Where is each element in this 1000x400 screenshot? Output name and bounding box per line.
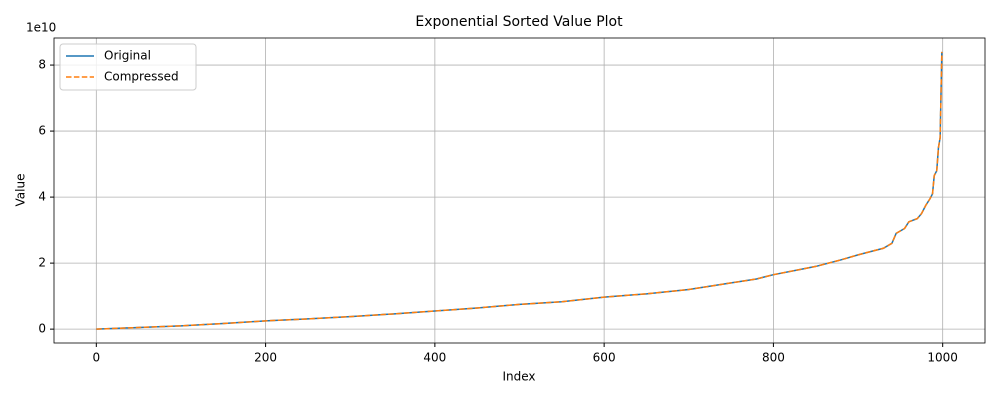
x-tick-label: 0 (92, 351, 100, 365)
legend-label: Compressed (104, 70, 179, 84)
x-tick-label: 1000 (927, 351, 958, 365)
chart-title: Exponential Sorted Value Plot (415, 14, 623, 30)
x-tick-label: 800 (762, 351, 785, 365)
y-axis-label: Value (14, 174, 28, 207)
legend-label: Original (104, 49, 151, 63)
x-axis-label: Index (502, 370, 535, 384)
x-tick-label: 200 (254, 351, 277, 365)
y-tick-label: 4 (38, 190, 46, 204)
y-tick-label: 0 (38, 322, 46, 336)
data-line (96, 51, 943, 330)
y-tick-label: 8 (38, 58, 46, 72)
x-tick-label: 400 (423, 351, 446, 365)
y-offset-label: 1e10 (26, 21, 56, 35)
plot-frame (53, 37, 986, 344)
y-tick-label: 6 (38, 124, 46, 138)
y-tick-label: 2 (38, 256, 46, 270)
x-tick-label: 600 (593, 351, 616, 365)
